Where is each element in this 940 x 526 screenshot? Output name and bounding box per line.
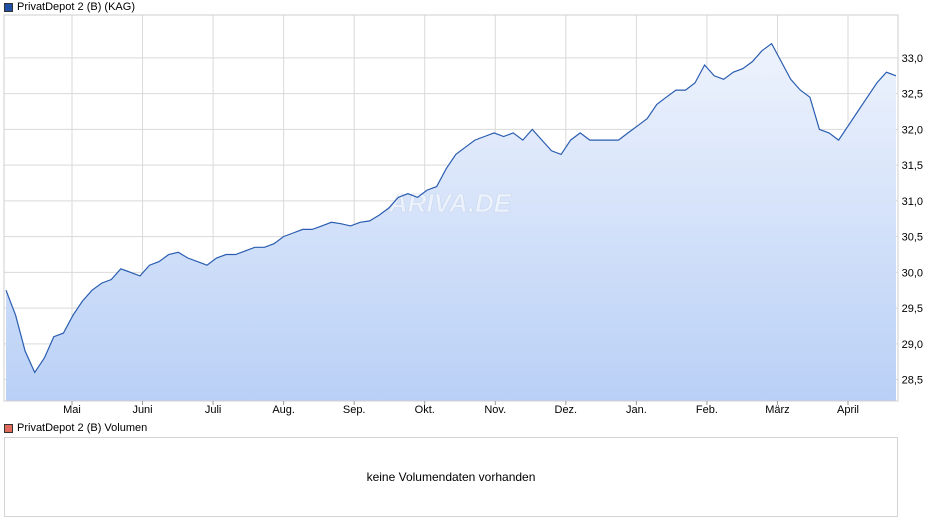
y-tick-label: 30,5 [902, 232, 923, 244]
y-tick-label: 31,0 [902, 196, 923, 208]
x-tick-label: Feb. [696, 404, 718, 416]
price-legend-label: PrivatDepot 2 (B) (KAG) [17, 1, 135, 13]
x-tick-label: Sep. [343, 404, 366, 416]
price-line [5, 42, 897, 374]
y-tick-label: 30,0 [902, 267, 923, 279]
price-chart: ARIVA.DE 28,5 29,0 29,5 30,0 30,5 31,0 31,5 32,… [3, 14, 923, 416]
x-tick-label: Okt. [415, 404, 435, 416]
volume-panel: keine Volumendaten vorhanden [4, 437, 898, 517]
x-tick-label: Aug. [272, 404, 295, 416]
y-tick-label: 32,5 [902, 89, 923, 101]
x-tick-label: April [837, 404, 859, 416]
y-axis: 28,5 29,0 29,5 30,0 30,5 31,0 31,5 32,0 32,5 33,0 [902, 53, 923, 387]
y-tick-label: 29,5 [902, 303, 923, 315]
x-axis: Mai Juni Juli Aug. Sep. Okt. Nov. Dez. Jan. Feb. M… [63, 401, 859, 416]
price-legend-swatch [4, 2, 13, 12]
x-tick-label: Juni [132, 404, 152, 416]
x-tick-label: Juli [205, 404, 222, 416]
x-tick-label: Nov. [484, 404, 506, 416]
volume-legend-swatch [4, 423, 13, 433]
y-tick-label: 33,0 [902, 53, 923, 65]
ariva-watermark: ARIVA.DE [388, 188, 512, 218]
y-tick-label: 29,0 [902, 339, 923, 351]
price-legend: PrivatDepot 2 (B) (KAG) [4, 1, 135, 13]
volume-legend: PrivatDepot 2 (B) Volumen [4, 422, 147, 434]
volume-legend-label: PrivatDepot 2 (B) Volumen [17, 422, 148, 434]
y-tick-label: 28,5 [902, 375, 923, 387]
x-tick-label: Jan. [626, 404, 647, 416]
x-tick-label: Dez. [555, 404, 578, 416]
y-tick-label: 31,5 [902, 160, 923, 172]
x-tick-label: Mai [63, 404, 81, 416]
price-area [6, 43, 896, 401]
plot-frame [3, 14, 899, 402]
y-tick-label: 32,0 [902, 124, 923, 136]
volume-empty-message: keine Volumendaten vorhanden [366, 470, 536, 484]
x-tick-label: März [765, 404, 789, 416]
